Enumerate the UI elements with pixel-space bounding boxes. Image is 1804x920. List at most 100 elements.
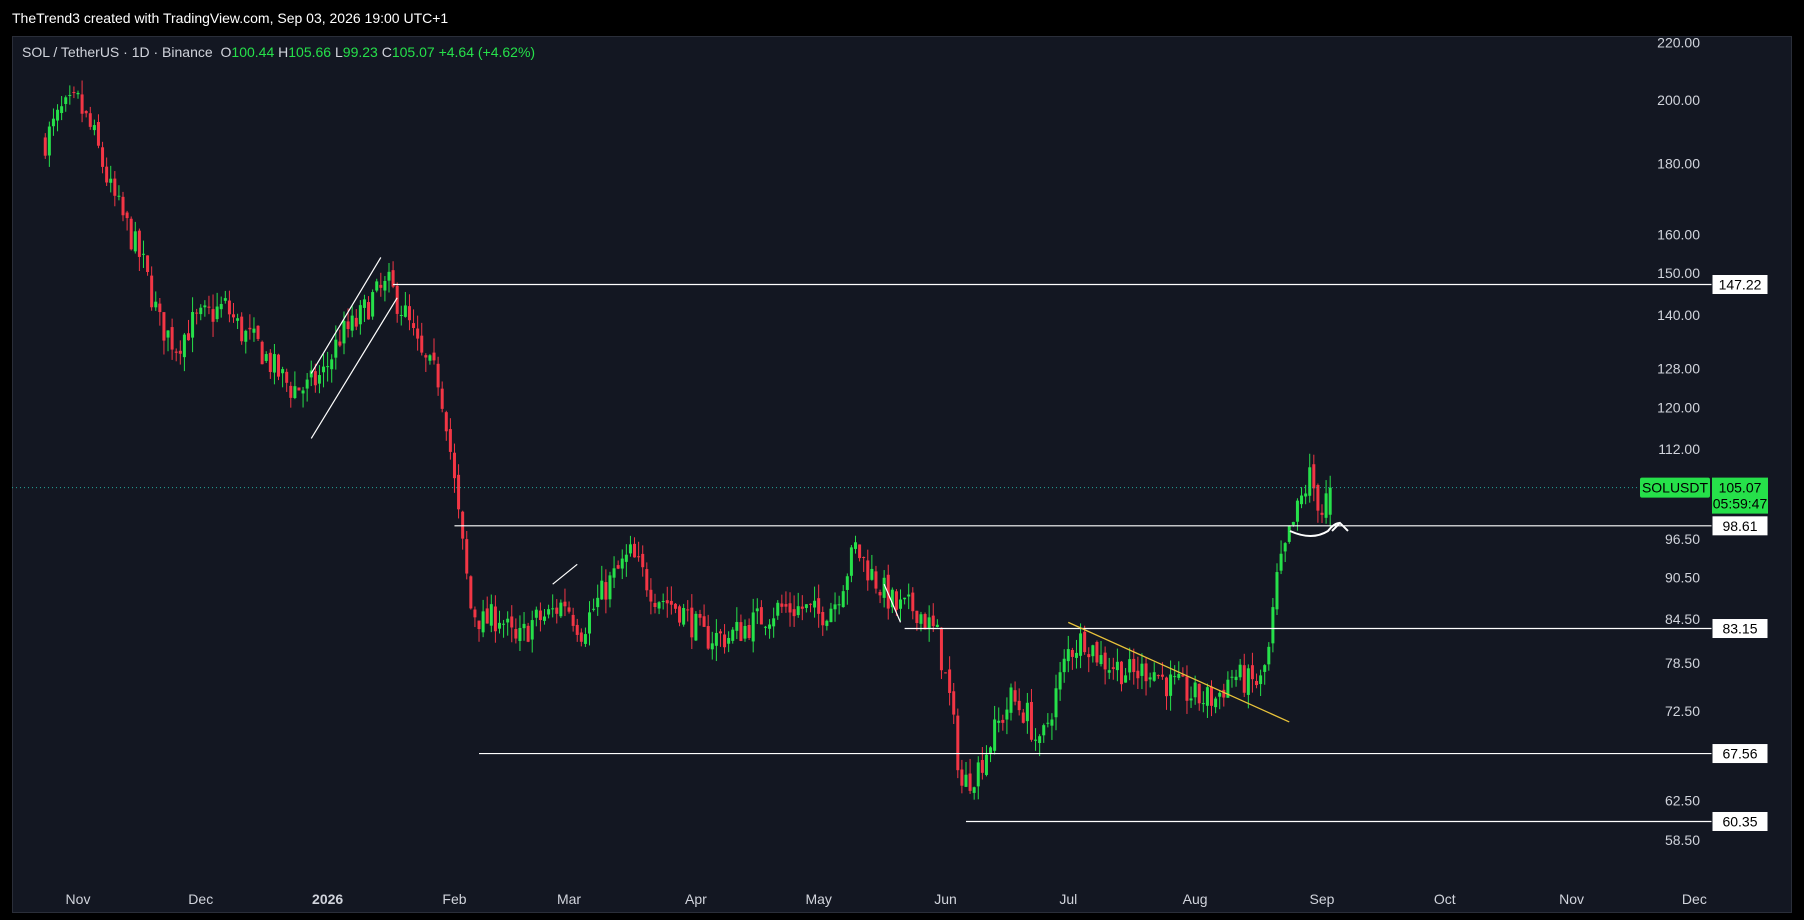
candle-body: [1095, 641, 1099, 663]
candle-body: [444, 412, 448, 432]
candle-body: [948, 669, 952, 693]
candle-body: [559, 602, 563, 617]
candle-body: [186, 333, 190, 341]
legend-open-label: O: [220, 44, 232, 60]
candle-body: [825, 620, 829, 626]
candle-body: [624, 554, 628, 562]
candle-body: [1214, 698, 1218, 708]
drawn-line[interactable]: [310, 257, 382, 374]
candle-body: [1222, 689, 1226, 698]
symbol-legend: SOL / TetherUS · 1D · Binance O100.44 H1…: [22, 44, 535, 60]
candle-body: [158, 303, 162, 313]
candle-body: [727, 637, 731, 644]
y-tick-label: 180.00: [1657, 155, 1700, 171]
candle-body: [76, 92, 80, 95]
top-bar: TheTrend3 created with TradingView.com, …: [0, 0, 1804, 36]
candle-body: [1271, 607, 1275, 644]
level-tag-label: 83.15: [1722, 621, 1757, 637]
y-tick-label: 72.50: [1665, 703, 1700, 719]
candle-body: [1160, 674, 1164, 677]
candle-body: [150, 275, 154, 308]
candle-body: [1111, 667, 1115, 669]
candle-body: [203, 305, 207, 308]
symbol-tag: [1640, 477, 1710, 498]
candle-body: [207, 306, 211, 308]
legend-open: 100.44: [231, 44, 275, 60]
drawn-line[interactable]: [310, 297, 398, 439]
candle-body: [170, 327, 174, 350]
candle-body: [829, 608, 833, 623]
candle-body: [575, 624, 579, 635]
level-tag: [1711, 618, 1769, 640]
candle-body: [137, 230, 141, 257]
candle-body: [1312, 464, 1316, 489]
candle-body: [694, 613, 698, 641]
candle-body: [538, 610, 542, 621]
candle-body: [1087, 654, 1091, 658]
candle-body: [141, 253, 145, 255]
candle-body: [915, 610, 919, 624]
candle-body: [780, 603, 784, 607]
candle-body: [68, 94, 72, 96]
x-tick-label: Sep: [1310, 891, 1335, 907]
drawn-line[interactable]: [883, 583, 902, 623]
candle-body: [424, 355, 428, 358]
candle-body: [195, 312, 199, 314]
level-tag: [1711, 515, 1769, 537]
candle-body: [641, 553, 645, 568]
candle-body: [154, 301, 158, 308]
candle-body: [436, 363, 440, 388]
candle-body: [473, 609, 477, 618]
retest-arrow-head: [1331, 521, 1349, 532]
candle-body: [1234, 676, 1238, 681]
candle-body: [874, 571, 878, 589]
y-tick-label: 160.00: [1657, 226, 1700, 242]
candle-body: [633, 543, 637, 558]
candle-body: [927, 617, 931, 629]
candle-body: [92, 125, 96, 131]
chart-panel[interactable]: [12, 36, 1792, 913]
candle-body: [739, 622, 743, 641]
candle-body: [1177, 674, 1181, 678]
drawn-line[interactable]: [552, 563, 578, 585]
candle-body: [890, 589, 894, 608]
candle-body: [1083, 631, 1087, 653]
candle-body: [1132, 658, 1136, 673]
candle-body: [989, 747, 993, 754]
candle-body: [481, 611, 485, 633]
candle-body: [268, 352, 272, 373]
candle-body: [252, 328, 256, 333]
candle-body: [1267, 646, 1271, 665]
candle-body: [395, 285, 399, 314]
candle-body: [723, 634, 727, 648]
candle-body: [608, 575, 612, 600]
candle-body: [878, 591, 882, 596]
trend-line[interactable]: [1068, 621, 1290, 723]
candle-body: [976, 762, 980, 787]
candle-body: [199, 307, 203, 315]
candle-body: [837, 604, 841, 606]
candle-body: [1316, 485, 1320, 511]
candle-body: [759, 607, 763, 625]
candle-body: [1062, 658, 1066, 673]
candle-body: [399, 314, 403, 316]
candle-body: [1197, 683, 1201, 704]
x-tick-label: Jun: [934, 891, 957, 907]
candle-body: [1304, 493, 1308, 497]
x-tick-label: Nov: [66, 891, 91, 907]
candle-body: [817, 598, 821, 614]
candle-body: [563, 601, 567, 607]
candle-body: [1042, 725, 1046, 736]
candle-body: [1156, 675, 1160, 677]
candle-body: [686, 609, 690, 611]
candle-body: [1328, 487, 1332, 515]
candle-body: [317, 375, 321, 384]
candle-body: [338, 341, 342, 346]
candle-body: [1169, 674, 1173, 696]
candle-body: [1259, 675, 1263, 685]
candle-body: [1099, 655, 1103, 665]
candle-body: [1017, 700, 1021, 711]
candle-body: [313, 371, 317, 386]
candle-body: [612, 568, 616, 578]
